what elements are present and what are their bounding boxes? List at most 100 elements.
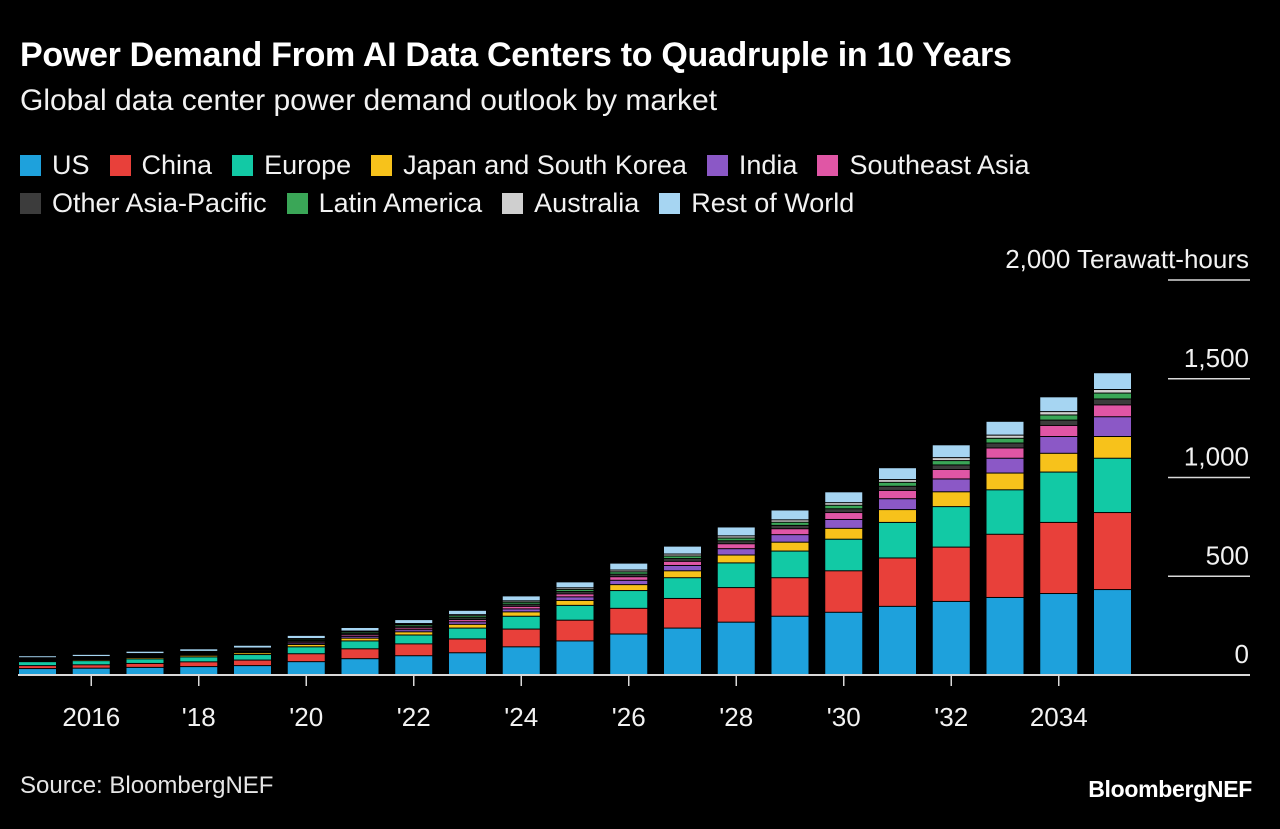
bar-segment-other-asia-pacific-2028	[717, 541, 755, 544]
bar-segment-australia-2029	[771, 520, 809, 522]
legend-row: US China Europe Japan and South Korea India S…	[20, 146, 1250, 184]
bar-segment-europe-2021	[341, 641, 379, 649]
bar-segment-japan-and-south-korea-2020	[287, 644, 325, 647]
bar-segment-rest-of-world-2027	[664, 546, 701, 554]
x-tick-label-2026: '26	[612, 702, 646, 732]
chart-subtitle: Global data center power demand outlook …	[20, 84, 718, 117]
x-tick-label-2034: 2034	[1030, 702, 1088, 732]
chart-title: Power Demand From AI Data Centers to Qua…	[20, 36, 1012, 74]
bar-segment-japan-and-south-korea-2019	[234, 653, 271, 655]
bar-segment-southeast-asia-2031	[879, 490, 916, 499]
bar-segment-southeast-asia-2026	[610, 577, 648, 580]
bar-segment-rest-of-world-2033	[986, 421, 1024, 435]
bar-segment-europe-2028	[717, 563, 755, 588]
bar-segment-europe-2025	[556, 605, 594, 620]
bar-segment-southeast-asia-2034	[1040, 425, 1078, 437]
bar-segment-southeast-asia-2030	[825, 513, 863, 519]
bar-segment-rest-of-world-2029	[771, 510, 809, 520]
bar-segment-us-2029	[771, 616, 809, 674]
bar-segment-rest-of-world-2030	[825, 492, 863, 503]
bar-segment-us-2026	[610, 634, 648, 674]
bar-segment-us-2017	[126, 667, 164, 674]
bar-segment-latin-america-2023	[449, 616, 486, 618]
source-note: Source: BloombergNEF	[20, 772, 274, 799]
bar-segment-us-2020	[287, 662, 325, 674]
legend-swatch	[286, 192, 308, 214]
bar-segment-china-2017	[126, 663, 164, 667]
bar-segment-australia-2034	[1040, 412, 1078, 415]
bar-segment-latin-america-2030	[825, 505, 863, 509]
x-tick-label-2030: '30	[827, 702, 861, 732]
bar-segment-europe-2030	[825, 539, 863, 571]
bar-segment-latin-america-2022	[395, 625, 433, 626]
legend-swatch	[20, 154, 41, 176]
bar-segment-other-asia-pacific-2027	[664, 559, 701, 561]
legend-swatch	[371, 154, 393, 176]
bar-segment-us-2015	[19, 669, 56, 674]
brand-logo-text: BloombergNEF	[1088, 776, 1252, 802]
bar-segment-southeast-asia-2024	[502, 606, 540, 609]
bar-segment-rest-of-world-2016	[72, 654, 110, 657]
bar-segment-europe-2020	[287, 647, 325, 654]
bar-segment-australia-2035	[1094, 390, 1131, 393]
bar-segment-us-2032	[932, 601, 970, 674]
bar-segment-japan-and-south-korea-2031	[879, 510, 916, 522]
bar-segment-us-2024	[502, 647, 540, 674]
bar-segment-europe-2018	[180, 657, 218, 662]
bar-segment-australia-2025	[556, 588, 594, 589]
bar-segment-other-asia-pacific-2030	[825, 509, 863, 513]
bar-segment-rest-of-world-2015	[19, 656, 56, 658]
bar-segment-latin-america-2026	[610, 572, 648, 574]
bar-segment-latin-america-2033	[986, 438, 1024, 443]
bar-segment-us-2035	[1094, 590, 1131, 674]
legend-item-southeast-asia: Southeast Asia	[817, 150, 1030, 181]
bar-segment-japan-and-south-korea-2033	[986, 473, 1024, 490]
legend-item-japan-and-south-korea: Japan and South Korea	[371, 150, 687, 181]
stacked-bar-chart: 0 500 1,000 1,500 2,000 Terawatt-hours 2016 '1…	[18, 244, 1250, 732]
bar-segment-latin-america-2029	[771, 522, 809, 525]
legend-item-latin-america: Latin America	[286, 187, 483, 219]
bar-segment-us-2030	[825, 612, 863, 674]
bar-segment-japan-and-south-korea-2026	[610, 585, 648, 591]
legend-label: Europe	[264, 149, 352, 180]
bar-segment-other-asia-pacific-2024	[502, 604, 540, 606]
bar-segment-japan-and-south-korea-2030	[825, 528, 863, 539]
bar-segment-india-2029	[771, 535, 809, 542]
legend-swatch	[817, 154, 839, 176]
bar-segment-us-2028	[717, 622, 755, 674]
bar-segment-us-2025	[556, 641, 594, 674]
bar-segment-latin-america-2027	[664, 556, 701, 559]
bar-segment-other-asia-pacific-2032	[932, 465, 970, 469]
bar-segment-other-asia-pacific-2029	[771, 525, 809, 529]
bar-segment-japan-and-south-korea-2021	[341, 638, 379, 641]
bar-segment-rest-of-world-2031	[879, 468, 916, 480]
bar-segment-rest-of-world-2026	[610, 563, 648, 570]
bar-segment-europe-2015	[19, 662, 56, 666]
bar-segment-china-2020	[287, 654, 325, 662]
chart-legend: US China Europe Japan and South Korea India S…	[20, 146, 1250, 222]
bar-segment-china-2030	[825, 571, 863, 612]
legend-label: Japan and South Korea	[403, 149, 687, 180]
bar-segment-us-2033	[986, 597, 1024, 674]
legend-swatch	[659, 192, 681, 214]
bar-segment-latin-america-2028	[717, 538, 755, 541]
legend-label: China	[141, 149, 213, 180]
bar-segment-rest-of-world-2023	[449, 610, 486, 615]
y-tick-label-1500: 1,500	[1184, 343, 1249, 373]
bar-segment-india-2028	[717, 549, 755, 555]
bar-segment-southeast-asia-2023	[449, 620, 486, 622]
y-tick-label-2000: 2,000 Terawatt-hours	[1005, 244, 1249, 274]
bar-segment-china-2024	[502, 629, 540, 647]
bar-segment-australia-2026	[610, 570, 648, 572]
legend-item-australia: Australia	[502, 188, 639, 219]
bar-segment-japan-and-south-korea-2023	[449, 624, 486, 628]
bar-segment-other-asia-pacific-2033	[986, 443, 1024, 448]
bar-segment-india-2035	[1094, 417, 1131, 437]
bar-segment-china-2025	[556, 620, 594, 641]
bar-segment-india-2025	[556, 597, 594, 600]
x-tick-label-2022: '22	[397, 702, 431, 732]
legend-label: Latin America	[318, 187, 483, 218]
x-tick-label-2032: '32	[934, 702, 968, 732]
bar-segment-europe-2017	[126, 659, 164, 663]
bar-segment-other-asia-pacific-2025	[556, 592, 594, 594]
